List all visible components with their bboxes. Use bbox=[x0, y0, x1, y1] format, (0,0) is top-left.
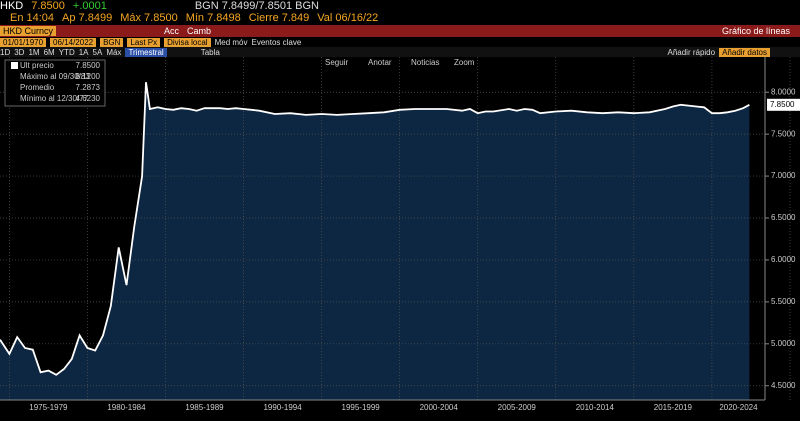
x-tick-label: 2020-2024 bbox=[719, 403, 758, 412]
chart-tool[interactable]: Seguir bbox=[325, 58, 348, 67]
y-tick-label: 5.5000 bbox=[771, 297, 796, 306]
add-data[interactable]: Añadir datos bbox=[719, 47, 770, 57]
stat: Val 06/16/22 bbox=[317, 12, 379, 24]
stat: Cierre 7.849 bbox=[248, 12, 310, 24]
quote-row: HKD 7.8500 +.0001 BGN 7.8499/7.8501 BGN bbox=[0, 0, 800, 12]
x-tick-label: 1985-1989 bbox=[185, 403, 224, 412]
events[interactable]: Eventos clave bbox=[251, 37, 302, 47]
start-date[interactable]: 01/01/1970 bbox=[0, 37, 47, 47]
chart-tool[interactable]: Noticias bbox=[411, 58, 439, 67]
range-button[interactable]: 1D bbox=[0, 47, 11, 57]
ticker: HKD bbox=[0, 0, 24, 12]
area bbox=[0, 82, 750, 400]
range-button[interactable]: Máx bbox=[106, 47, 122, 57]
period[interactable]: Trimestral bbox=[125, 47, 167, 57]
legend-value: 7.2873 bbox=[76, 83, 101, 92]
chart: 4.5000 5.0000 5.5000 6.0000 6.5000 7.0000 7.50… bbox=[0, 57, 800, 412]
chart-tool[interactable]: Anotar bbox=[368, 58, 392, 67]
source[interactable]: BGN bbox=[100, 37, 124, 47]
settings-row: 01/01/1970 06/14/2022 BGN Last Px Divisa… bbox=[0, 37, 800, 47]
y-tick-label: 7.0000 bbox=[771, 171, 796, 180]
x-tick-label: 1975-1979 bbox=[29, 403, 68, 412]
change-menu[interactable]: Camb bbox=[187, 26, 212, 36]
range-button[interactable]: YTD bbox=[58, 47, 75, 57]
last: 7.8500 bbox=[31, 0, 65, 12]
legend-value: 7.8500 bbox=[76, 61, 101, 70]
x-tick-label: 2000-2004 bbox=[420, 403, 459, 412]
legend: Ult precio 7.8500 Máximo al 09/30/838.1200… bbox=[4, 59, 106, 107]
chart-type: Gráfico de líneas bbox=[721, 26, 790, 36]
end-date[interactable]: 06/14/2022 bbox=[50, 37, 97, 47]
y-tick-label: 6.0000 bbox=[771, 255, 796, 264]
legend-value: 4.6230 bbox=[76, 94, 101, 103]
line bbox=[0, 82, 750, 376]
x-tick-label: 1995-1999 bbox=[342, 403, 381, 412]
y-tick-label: 6.5000 bbox=[771, 213, 796, 222]
moving-avg[interactable]: Med móv bbox=[214, 37, 248, 47]
range-button[interactable]: 1A bbox=[78, 47, 89, 57]
y-tick-label: 4.5000 bbox=[771, 381, 796, 390]
range-button[interactable]: 5A bbox=[92, 47, 103, 57]
legend-swatch bbox=[11, 62, 18, 69]
legend-label: Ult precio bbox=[20, 61, 54, 70]
bid-ask: BGN 7.8499/7.8501 BGN bbox=[194, 0, 319, 12]
x-tick-label: 1980-1984 bbox=[107, 403, 146, 412]
field[interactable]: Last Px bbox=[127, 37, 161, 47]
range-row: 1D 3D 1M 6M YTD 1A 5A Máx Trimestral Tabla Añadir … bbox=[0, 47, 800, 57]
change: +.0001 bbox=[72, 0, 107, 12]
x-tick-label: 2010-2014 bbox=[576, 403, 615, 412]
stats-row: En 14:04 Ap 7.8499 Máx 7.8500 Mín 7.8498 Cie… bbox=[0, 12, 800, 24]
quick-add[interactable]: Añadir rápido bbox=[667, 47, 716, 57]
y-tick-label: 7.5000 bbox=[771, 129, 796, 138]
stat: Mín 7.8498 bbox=[185, 12, 241, 24]
stat: En 14:04 bbox=[10, 12, 55, 24]
y-tick-label: 5.0000 bbox=[771, 339, 796, 348]
legend-box bbox=[4, 59, 106, 107]
x-tick-label: 2015-2019 bbox=[654, 403, 693, 412]
table[interactable]: Tabla bbox=[200, 47, 220, 57]
last-price-tag bbox=[767, 98, 800, 111]
actions[interactable]: Acc bbox=[164, 26, 180, 36]
legend-label: Mínimo al 12/30/77 bbox=[20, 94, 89, 103]
x-tick-label: 2005-2009 bbox=[498, 403, 537, 412]
legend-label: Máximo al 09/30/83 bbox=[20, 72, 90, 81]
range-button[interactable]: 3D bbox=[14, 47, 25, 57]
title-bar: HKD Curncy Acc Camb Gráfico de líneas bbox=[0, 25, 800, 37]
range-button[interactable]: 1M bbox=[28, 47, 40, 57]
stat: Máx 7.8500 bbox=[120, 12, 178, 24]
x-tick-label: 1990-1994 bbox=[263, 403, 302, 412]
stat: Ap 7.8499 bbox=[62, 12, 113, 24]
security[interactable]: HKD Curncy bbox=[0, 26, 57, 36]
legend-value: 8.1200 bbox=[76, 72, 101, 81]
y-tick-label: 8.0000 bbox=[771, 87, 796, 96]
currency[interactable]: Divisa local bbox=[164, 37, 211, 47]
legend-label: Promedio bbox=[20, 83, 55, 92]
range-button[interactable]: 6M bbox=[43, 47, 55, 57]
last-price-label: 7.8500 bbox=[770, 100, 795, 109]
chart-tool[interactable]: Zoom bbox=[454, 58, 475, 67]
